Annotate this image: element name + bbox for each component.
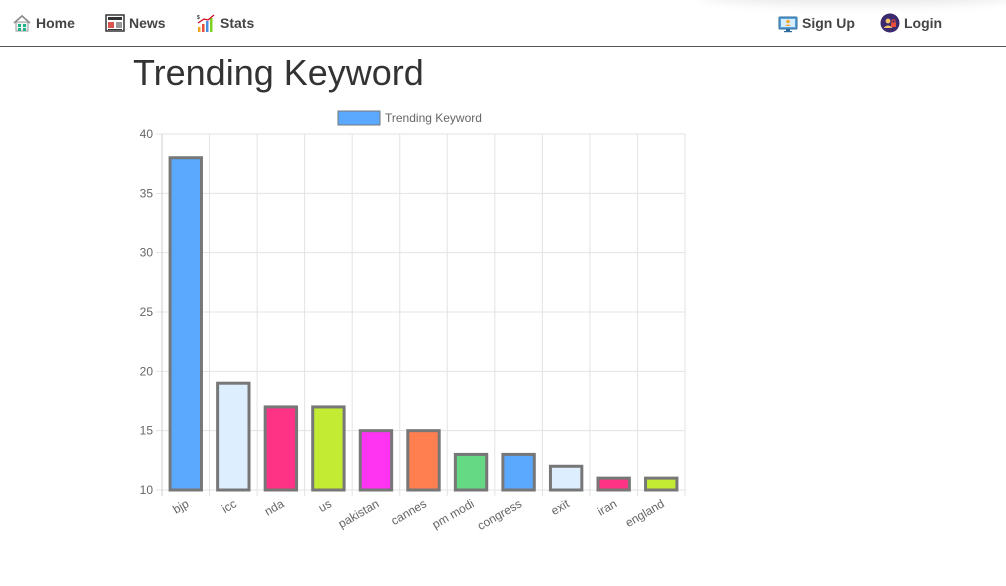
nav-signup-link[interactable]: Sign Up — [778, 12, 855, 34]
bar-iran — [596, 476, 631, 492]
bar-bjp — [168, 156, 203, 492]
stats-chart-icon: $ — [197, 14, 215, 32]
bar-exit — [548, 464, 584, 492]
bar-pm-modi — [453, 452, 489, 492]
x-tick-label: icc — [219, 496, 239, 515]
signup-monitor-icon — [778, 16, 798, 33]
nav-login-link[interactable]: Login — [880, 12, 942, 34]
x-tick-label: congress — [475, 496, 524, 532]
nav-news-link[interactable]: News — [105, 12, 166, 34]
x-tick-label: pm modi — [430, 496, 477, 531]
page-title: Trending Keyword — [133, 52, 424, 93]
nav-signup-label: Sign Up — [802, 15, 855, 31]
y-tick-label: 10 — [140, 483, 154, 497]
x-tick-label: england — [623, 496, 667, 529]
x-tick-label: cannes — [388, 496, 429, 527]
bar-england — [644, 476, 679, 492]
newspaper-icon — [105, 14, 125, 32]
bar-pakistan — [358, 429, 394, 492]
legend-swatch — [337, 110, 381, 126]
bar-icc — [216, 381, 251, 492]
y-tick-label: 30 — [140, 246, 154, 260]
y-tick-label: 25 — [140, 305, 154, 319]
x-tick-label: iran — [595, 496, 619, 518]
nav-home-label: Home — [36, 15, 75, 31]
x-tick-label: nda — [262, 496, 287, 518]
y-tick-label: 40 — [140, 127, 154, 141]
nav-stats-link[interactable]: $ Stats — [196, 12, 254, 34]
x-tick-label: pakistan — [336, 496, 382, 530]
svg-text:$: $ — [197, 15, 200, 21]
y-tick-label: 15 — [140, 424, 154, 438]
legend-label: Trending Keyword — [385, 111, 482, 125]
y-tick-label: 20 — [140, 364, 154, 378]
x-tick-label: exit — [548, 496, 572, 518]
nav-login-label: Login — [904, 15, 943, 31]
nav-stats-label: Stats — [220, 15, 255, 31]
top-navbar: Home News $ Stats — [0, 0, 1006, 47]
y-tick-label: 35 — [140, 186, 154, 200]
bar-us — [311, 405, 346, 492]
x-tick-label: us — [316, 496, 334, 514]
home-icon — [13, 14, 31, 32]
bar-congress — [501, 452, 536, 492]
x-tick-label: bjp — [170, 496, 191, 516]
bar-cannes — [406, 429, 441, 492]
bar-nda — [263, 405, 299, 492]
nav-news-label: News — [129, 15, 166, 31]
login-user-icon — [880, 13, 900, 33]
nav-home-link[interactable]: Home — [12, 12, 75, 34]
